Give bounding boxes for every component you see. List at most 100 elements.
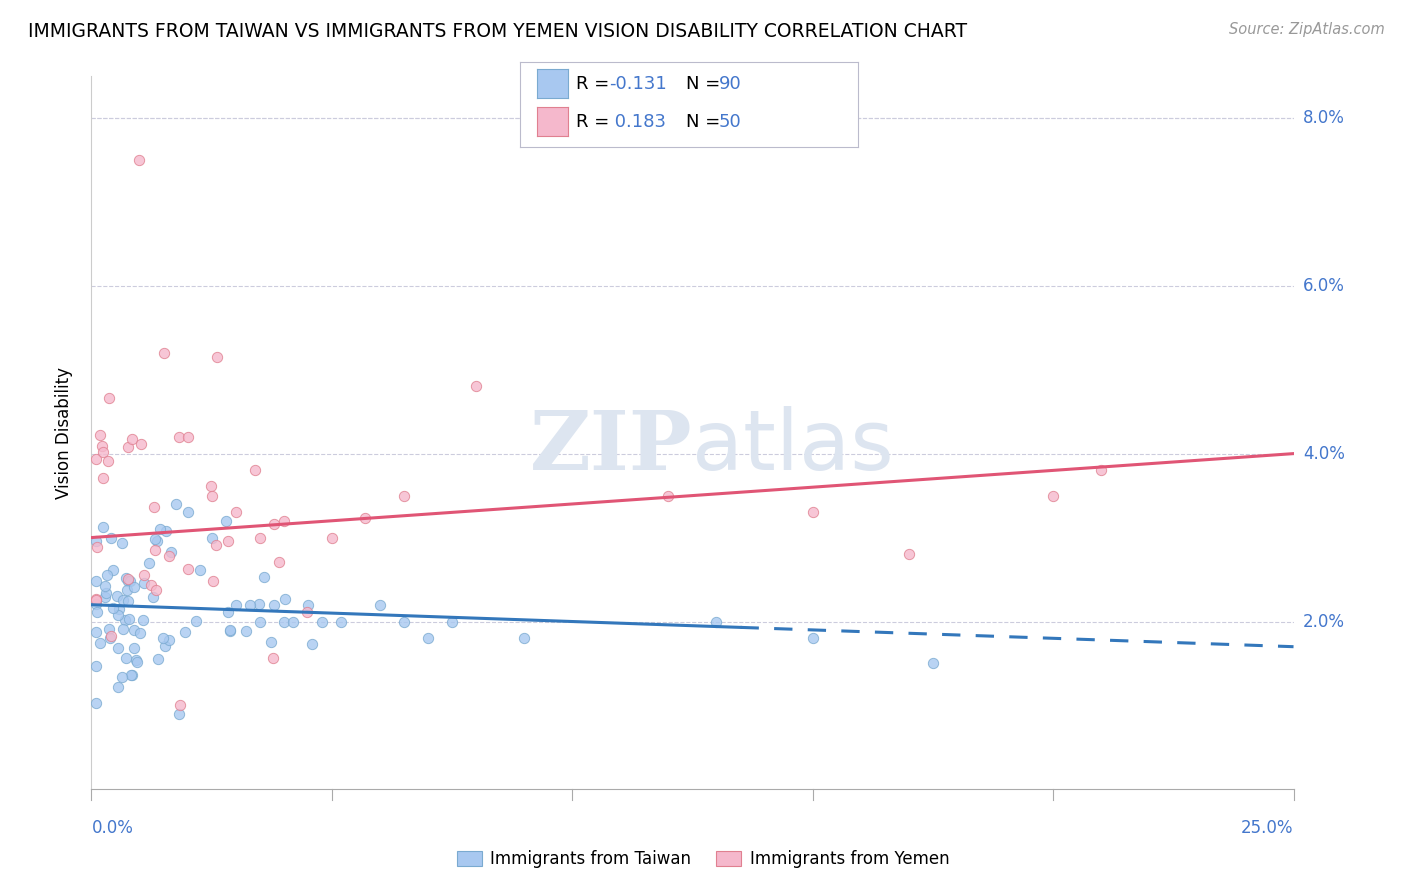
- Text: 25.0%: 25.0%: [1241, 819, 1294, 837]
- Text: 90: 90: [718, 75, 741, 93]
- Point: [143, 500, 166, 515]
- Point: [129, 626, 152, 640]
- Point: [176, 430, 198, 444]
- Point: [122, 580, 145, 594]
- Point: [273, 514, 295, 528]
- Point: [153, 639, 176, 653]
- Point: [84, 593, 107, 607]
- Point: [249, 615, 271, 629]
- Point: [416, 632, 439, 646]
- Point: [368, 598, 391, 612]
- Point: [118, 612, 141, 626]
- Point: [98, 622, 121, 636]
- Point: [132, 613, 155, 627]
- Point: [127, 655, 149, 669]
- Point: [657, 489, 679, 503]
- Point: [120, 667, 142, 681]
- Point: [301, 637, 323, 651]
- Point: [157, 549, 180, 564]
- Point: [176, 505, 198, 519]
- Point: [155, 524, 177, 539]
- Point: [149, 522, 172, 536]
- Point: [169, 430, 191, 444]
- Point: [117, 572, 139, 586]
- Point: [145, 582, 167, 597]
- Point: [465, 379, 488, 393]
- Point: [297, 598, 319, 612]
- Point: [100, 629, 122, 643]
- Point: [217, 606, 239, 620]
- Point: [274, 591, 297, 606]
- Point: [706, 615, 728, 629]
- Point: [125, 653, 148, 667]
- Text: atlas: atlas: [692, 407, 894, 487]
- Point: [84, 624, 107, 639]
- Point: [86, 540, 108, 554]
- Point: [201, 531, 224, 545]
- Point: [392, 615, 415, 629]
- Point: [801, 505, 824, 519]
- Point: [354, 510, 377, 524]
- Point: [97, 453, 120, 467]
- Point: [96, 567, 118, 582]
- Point: [260, 635, 283, 649]
- Point: [97, 391, 120, 405]
- Point: [86, 605, 108, 619]
- Point: [311, 615, 333, 629]
- Point: [245, 463, 267, 477]
- Point: [219, 624, 242, 639]
- Point: [117, 440, 139, 454]
- Point: [922, 657, 945, 671]
- Point: [169, 698, 191, 713]
- Point: [263, 598, 285, 612]
- Point: [146, 534, 169, 549]
- Point: [235, 624, 257, 638]
- Point: [253, 570, 276, 584]
- Point: [217, 533, 239, 548]
- Point: [107, 641, 129, 656]
- Point: [101, 564, 124, 578]
- Point: [91, 520, 114, 534]
- Point: [152, 346, 174, 360]
- Text: N =: N =: [686, 113, 725, 131]
- Point: [146, 652, 169, 666]
- Point: [122, 640, 145, 655]
- Point: [267, 555, 290, 569]
- Point: [262, 651, 284, 665]
- Legend: Immigrants from Taiwan, Immigrants from Yemen: Immigrants from Taiwan, Immigrants from …: [450, 844, 956, 875]
- Point: [107, 608, 129, 623]
- Point: [98, 631, 121, 645]
- Text: -0.131: -0.131: [609, 75, 666, 93]
- Point: [263, 516, 285, 531]
- Point: [84, 696, 107, 710]
- Text: 2.0%: 2.0%: [1303, 613, 1346, 631]
- Point: [91, 471, 114, 485]
- Point: [91, 438, 114, 452]
- Point: [204, 538, 226, 552]
- Text: Source: ZipAtlas.com: Source: ZipAtlas.com: [1229, 22, 1385, 37]
- Point: [84, 592, 107, 607]
- Point: [165, 497, 187, 511]
- Point: [283, 615, 305, 629]
- Point: [134, 575, 156, 590]
- Point: [108, 602, 131, 616]
- Point: [513, 632, 536, 646]
- Point: [202, 574, 225, 589]
- Point: [225, 598, 247, 612]
- Point: [201, 489, 224, 503]
- Point: [188, 563, 211, 577]
- Text: 50: 50: [718, 113, 741, 131]
- Point: [330, 615, 353, 629]
- Point: [200, 479, 222, 493]
- Point: [115, 583, 138, 598]
- Point: [105, 589, 128, 603]
- Text: 0.183: 0.183: [609, 113, 666, 131]
- Text: N =: N =: [686, 75, 725, 93]
- Point: [225, 505, 247, 519]
- Point: [114, 613, 136, 627]
- Point: [117, 594, 139, 608]
- Point: [96, 586, 118, 600]
- Point: [142, 590, 165, 604]
- Point: [84, 574, 107, 589]
- Point: [84, 451, 107, 466]
